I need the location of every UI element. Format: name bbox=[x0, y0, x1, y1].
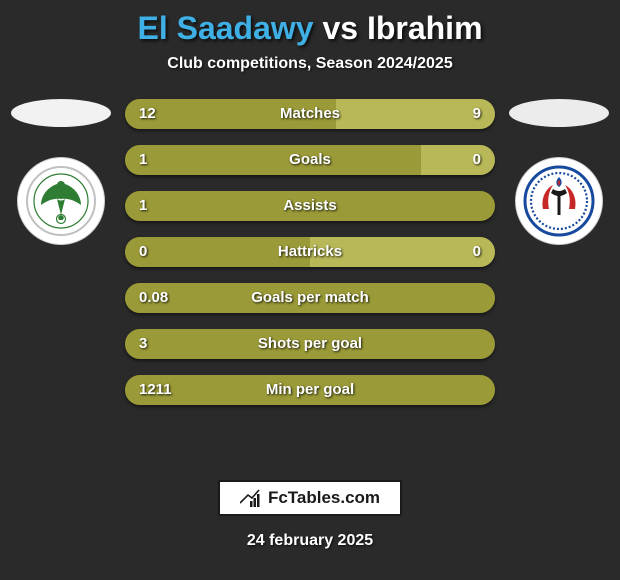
stat-label: Goals per match bbox=[125, 283, 495, 313]
player2-halo bbox=[509, 99, 609, 127]
brand-icon bbox=[240, 489, 260, 507]
stat-bar-min-per-goal: 1211Min per goal bbox=[125, 375, 495, 405]
club1-badge bbox=[17, 157, 105, 245]
stat-bar-shots-per-goal: 3Shots per goal bbox=[125, 329, 495, 359]
brand-badge: FcTables.com bbox=[218, 480, 402, 516]
stat-bar-hattricks: 00Hattricks bbox=[125, 237, 495, 267]
stat-bar-goals: 10Goals bbox=[125, 145, 495, 175]
subtitle: Club competitions, Season 2024/2025 bbox=[0, 55, 620, 73]
right-side bbox=[509, 99, 609, 245]
stat-bar-matches: 129Matches bbox=[125, 99, 495, 129]
page-title: El Saadawy vs Ibrahim bbox=[0, 10, 620, 47]
stat-label: Shots per goal bbox=[125, 329, 495, 359]
club2-logo-icon bbox=[523, 165, 595, 237]
stat-label: Assists bbox=[125, 191, 495, 221]
stat-bars: 129Matches 10Goals 1Assists 00Hattricks 0.08… bbox=[125, 99, 495, 405]
stat-label: Hattricks bbox=[125, 237, 495, 267]
footer: FcTables.com 24 february 2025 bbox=[0, 480, 620, 550]
stat-bar-goals-per-match: 0.08Goals per match bbox=[125, 283, 495, 313]
footer-date: 24 february 2025 bbox=[0, 532, 620, 550]
player1-halo bbox=[11, 99, 111, 127]
player1-name: El Saadawy bbox=[137, 10, 313, 46]
left-side bbox=[11, 99, 111, 245]
vs-label: vs bbox=[322, 10, 358, 46]
stat-label: Goals bbox=[125, 145, 495, 175]
brand-text: FcTables.com bbox=[268, 488, 380, 508]
stat-label: Min per goal bbox=[125, 375, 495, 405]
stat-bar-assists: 1Assists bbox=[125, 191, 495, 221]
stat-label: Matches bbox=[125, 99, 495, 129]
comparison-body: 129Matches 10Goals 1Assists 00Hattricks 0.08… bbox=[0, 99, 620, 405]
club1-logo-icon bbox=[25, 165, 97, 237]
header: El Saadawy vs Ibrahim Club competitions,… bbox=[0, 0, 620, 77]
club2-badge bbox=[515, 157, 603, 245]
player2-name: Ibrahim bbox=[367, 10, 483, 46]
